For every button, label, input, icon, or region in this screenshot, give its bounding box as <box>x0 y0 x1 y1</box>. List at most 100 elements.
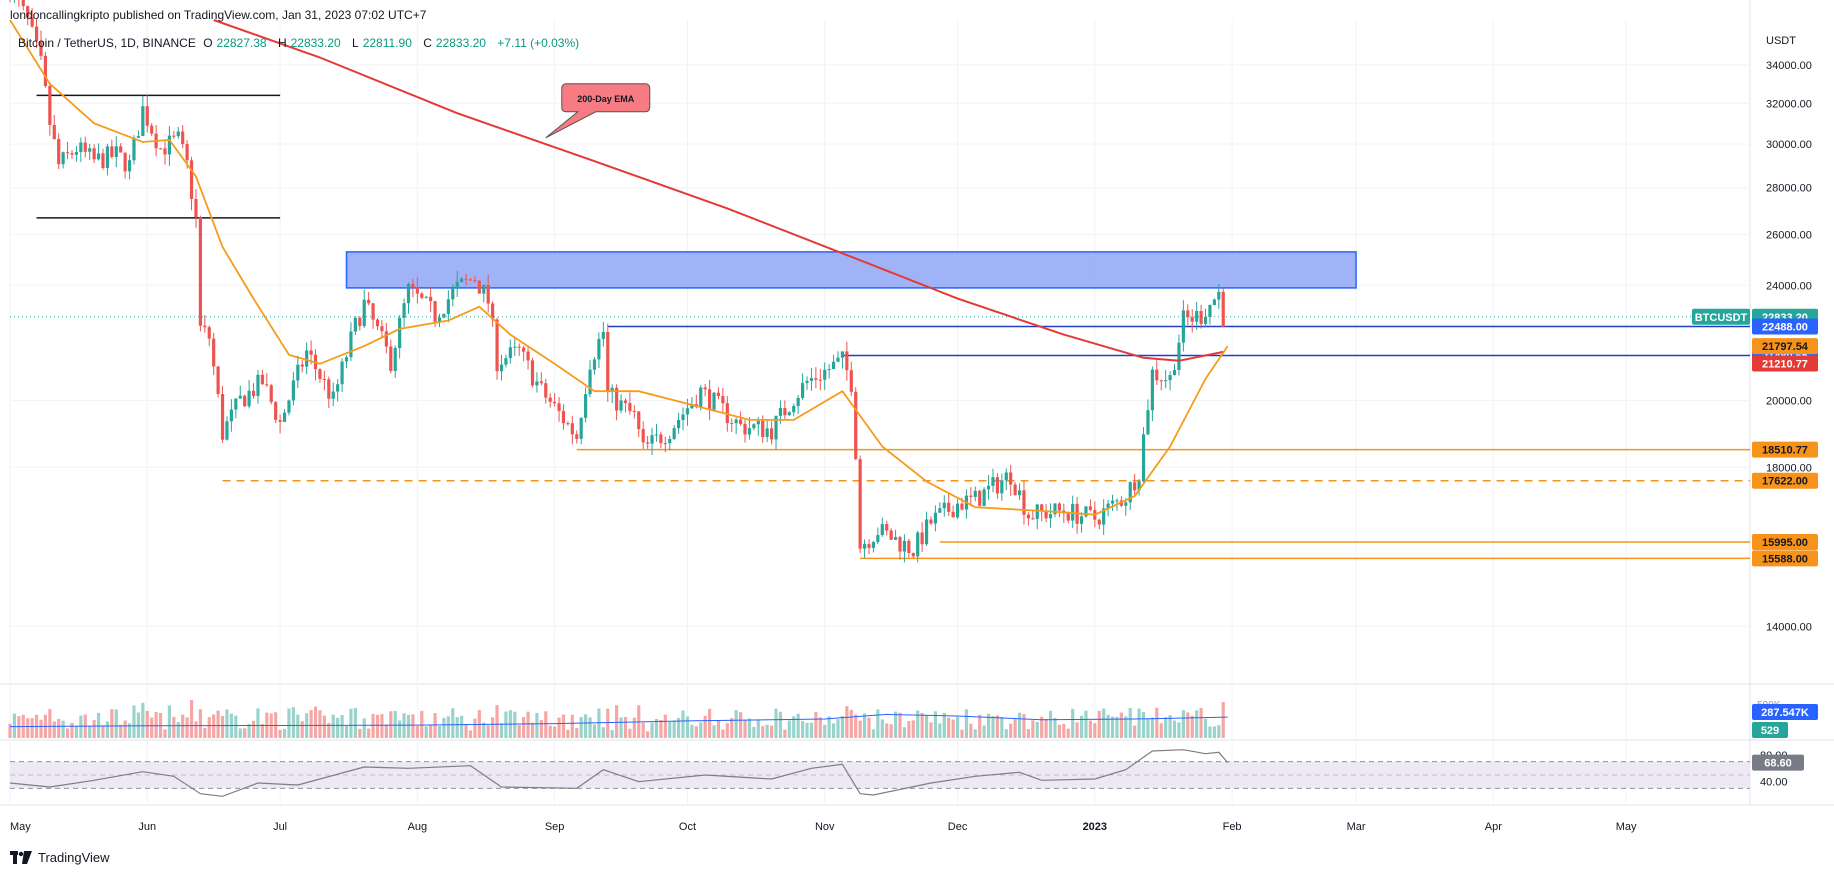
candle-body <box>685 408 690 415</box>
candle-body <box>752 424 756 429</box>
candle-body <box>1106 503 1110 509</box>
candle-body <box>530 360 535 386</box>
volume-bar <box>792 716 796 738</box>
open-value: 22827.38 <box>216 36 267 50</box>
volume-bar <box>942 712 946 738</box>
candle-body <box>220 394 225 440</box>
volume-bar <box>902 727 907 738</box>
volume-bar <box>8 723 12 738</box>
candle-body <box>123 152 127 172</box>
volume-bar <box>1102 708 1106 738</box>
candle-body <box>1110 500 1115 504</box>
volume-ma-tag: 287.547K <box>1761 707 1809 719</box>
volume-bar <box>734 710 738 738</box>
candle-body <box>668 439 672 444</box>
volume-bar <box>885 723 889 738</box>
volume-bar <box>570 714 574 738</box>
volume-bar <box>1088 720 1092 738</box>
symbol-legend: Bitcoin / TetherUS, 1D, BINANCE O 22827.3… <box>18 36 583 50</box>
candle-body <box>951 511 955 518</box>
candle-body <box>30 17 34 27</box>
candle-body <box>1102 508 1106 525</box>
volume-bar <box>561 714 566 738</box>
candle-body <box>105 146 110 169</box>
candle-body <box>446 299 450 314</box>
candle-body <box>969 495 973 497</box>
candle-body <box>1137 481 1141 491</box>
candle-body <box>216 366 220 395</box>
candle-body <box>862 544 867 549</box>
volume-bar <box>251 720 256 738</box>
volume-bar <box>203 727 207 738</box>
volume-bar <box>172 716 176 738</box>
candle-body <box>601 331 605 339</box>
volume-bar <box>65 728 70 738</box>
volume-bar <box>1190 715 1194 738</box>
volume-bar <box>539 719 543 738</box>
volume-bar <box>499 723 504 738</box>
change-value: +7.11 (+0.03%) <box>497 36 580 50</box>
candle-body <box>938 508 942 513</box>
volume-bar <box>464 723 468 738</box>
volume-bar <box>154 712 158 738</box>
volume-bar <box>429 724 433 738</box>
volume-bar <box>933 711 938 738</box>
candle-body <box>730 423 734 425</box>
time-axis-tick: Feb <box>1223 821 1242 833</box>
candle-body <box>57 139 61 165</box>
volume-bar <box>1172 720 1177 738</box>
candle-body <box>380 326 384 332</box>
candle-body <box>424 296 428 298</box>
volume-bar <box>216 710 220 738</box>
volume-bar <box>592 724 597 738</box>
candle-body <box>150 125 154 134</box>
price-axis-tick: 32000.00 <box>1766 98 1812 110</box>
volume-bar <box>774 708 778 738</box>
volume-bar <box>708 708 712 738</box>
volume-bar <box>1093 723 1097 738</box>
volume-bar <box>668 721 672 738</box>
volume-bar <box>743 719 747 738</box>
volume-bar <box>849 709 853 738</box>
candle-body <box>1057 503 1061 511</box>
candle-body <box>796 397 800 406</box>
candle-body <box>207 327 211 339</box>
tradingview-brand: TradingView <box>38 850 110 865</box>
publish-info: londoncallingkripto published on Trading… <box>10 8 427 22</box>
volume-bar <box>553 726 557 738</box>
volume-bar <box>247 723 251 738</box>
level-tag-bg <box>1752 472 1818 489</box>
candle-body <box>893 537 898 540</box>
candle-body <box>783 408 787 416</box>
volume-bar <box>393 711 397 738</box>
candle-body <box>995 477 1000 494</box>
volume-bar <box>433 713 437 738</box>
candle-body <box>229 409 233 422</box>
candle-body <box>787 412 791 416</box>
candle-body <box>327 379 331 399</box>
volume-bar <box>597 708 601 738</box>
volume-bar <box>703 715 707 738</box>
candle-body <box>158 148 163 150</box>
tradingview-footer[interactable]: TradingView <box>10 850 110 865</box>
candle-body <box>1053 503 1057 515</box>
candle-body <box>39 40 43 56</box>
time-axis-tick: Mar <box>1347 821 1366 833</box>
candle-body <box>309 350 313 355</box>
time-axis-tick: Sep <box>545 821 565 833</box>
candle-body <box>911 552 915 557</box>
volume-bar <box>584 714 588 738</box>
candle-body <box>1084 506 1088 517</box>
volume-bar <box>889 724 893 738</box>
candle-body <box>269 385 273 403</box>
volume-bar <box>1075 722 1079 738</box>
candle-body <box>681 414 685 421</box>
price-axis-unit: USDT <box>1766 35 1796 47</box>
volume-bar <box>127 723 132 738</box>
ema-tag: 21797.54 <box>1762 341 1809 353</box>
symbol-title[interactable]: Bitcoin / TetherUS, 1D, BINANCE <box>18 36 196 50</box>
candle-body <box>557 403 561 411</box>
candle-body <box>978 490 982 506</box>
volume-bar <box>92 720 96 738</box>
